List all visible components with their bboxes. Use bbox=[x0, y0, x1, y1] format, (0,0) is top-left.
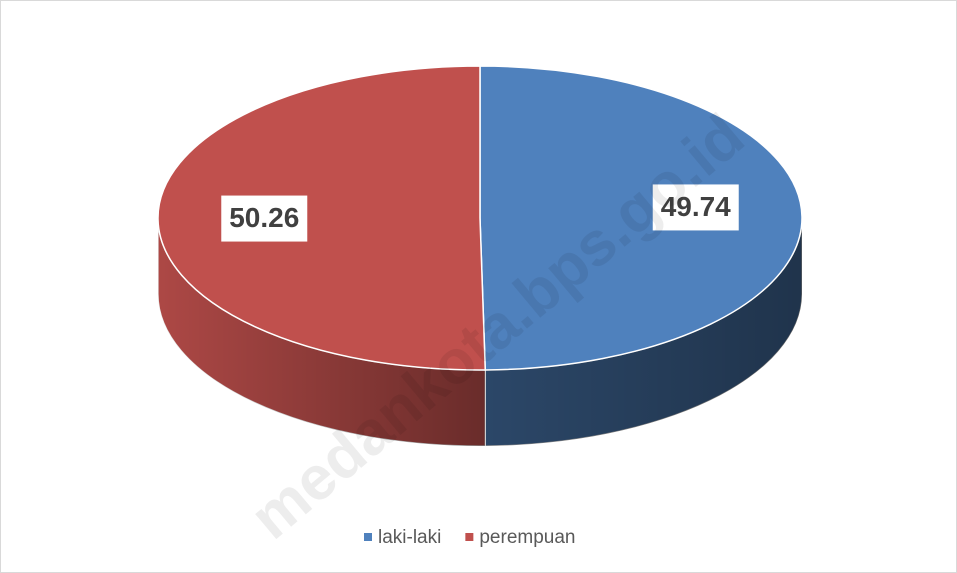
legend-label: laki-laki bbox=[378, 527, 441, 548]
slice-side-shade bbox=[485, 218, 802, 446]
legend-label: perempuan bbox=[479, 527, 575, 548]
data-label: 49.74 bbox=[661, 191, 731, 222]
data-label-box bbox=[221, 195, 308, 242]
pie: 49.74 50.26 bbox=[157, 65, 803, 447]
data-label-box bbox=[652, 184, 739, 231]
slice bbox=[157, 65, 487, 371]
legend: laki-laki perempuan bbox=[364, 527, 575, 548]
legend-swatch bbox=[364, 533, 372, 541]
slice-side-shade bbox=[158, 218, 486, 446]
legend-swatch bbox=[465, 533, 474, 541]
data-label: 50.26 bbox=[229, 202, 299, 233]
slice bbox=[479, 65, 803, 371]
